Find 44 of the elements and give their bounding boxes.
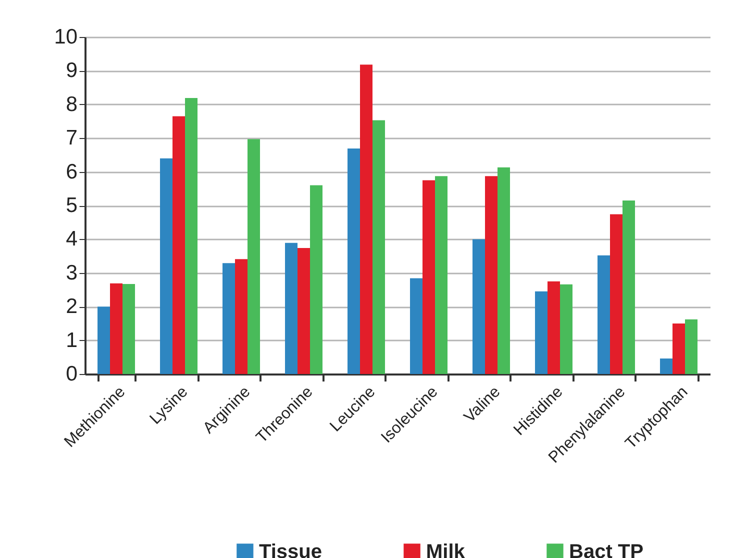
bar [372, 120, 385, 374]
y-tick-label: 9 [66, 59, 78, 82]
bar [298, 248, 310, 374]
bar [222, 263, 235, 374]
y-tick-label: 1 [66, 328, 78, 352]
y-tick-label: 0 [66, 362, 78, 386]
y-tick-label: 3 [66, 261, 78, 284]
bar [410, 278, 422, 374]
legend-label: Tissue [259, 541, 322, 558]
bar [98, 306, 110, 374]
y-tick-label: 2 [66, 295, 78, 318]
legend-label: Bact TP [569, 541, 644, 558]
bar [248, 139, 260, 374]
bar [498, 167, 510, 374]
bar [110, 283, 122, 374]
bar [160, 158, 172, 374]
bar [172, 116, 185, 374]
bar [310, 185, 322, 374]
bar [672, 323, 685, 374]
bar [285, 242, 298, 374]
y-tick-label: 4 [66, 228, 78, 251]
bar [472, 239, 485, 374]
bar [485, 176, 498, 374]
y-tick-label: 5 [66, 194, 78, 217]
bar [348, 148, 360, 374]
bar [185, 98, 198, 374]
bar [622, 200, 635, 374]
bar [122, 284, 135, 374]
bar [660, 358, 672, 374]
y-tick-label: 6 [66, 160, 78, 184]
y-tick-label: 7 [66, 126, 78, 150]
bar [598, 255, 610, 374]
bar [360, 64, 372, 374]
bar [235, 259, 248, 374]
bar [560, 284, 572, 374]
bar [610, 214, 622, 374]
bar [535, 291, 548, 374]
y-tick-label: 10 [54, 26, 78, 48]
bar [422, 180, 435, 374]
bar [435, 176, 448, 374]
bar [548, 281, 560, 374]
legend-label: Milk [426, 541, 466, 558]
y-tick-label: 8 [66, 92, 78, 116]
bar [685, 319, 698, 374]
